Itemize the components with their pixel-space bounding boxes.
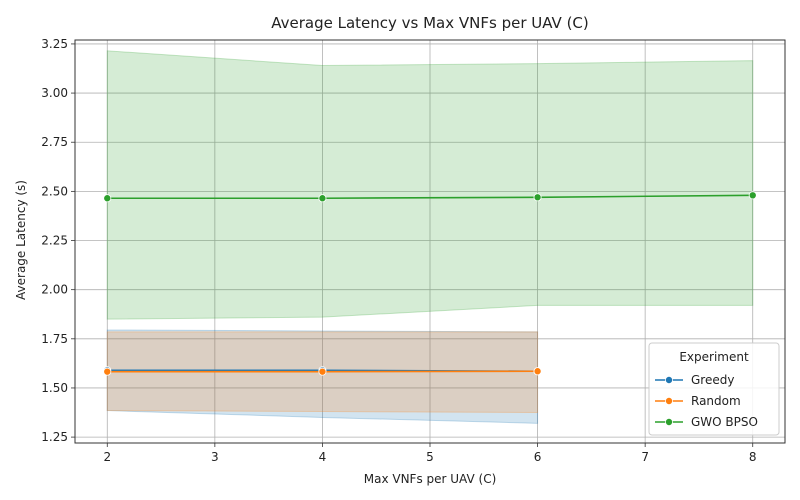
legend-box — [648, 342, 780, 436]
legend-label: Random — [691, 394, 741, 408]
greedy-confidence-band — [106, 329, 539, 424]
y-tick-label: 2.25 — [41, 234, 68, 248]
y-tick-label: 3.00 — [41, 86, 68, 100]
gwo-bpso-confidence-band — [106, 50, 754, 320]
y-tick-label: 1.75 — [41, 332, 68, 346]
legend-label: GWO BPSO — [691, 415, 758, 429]
y-tick-label: 3.25 — [41, 37, 68, 51]
x-axis-label: Max VNFs per UAV (C) — [364, 472, 497, 486]
y-tick-label: 1.25 — [41, 430, 68, 444]
legend: Experiment Greedy Random GWO BPSO — [648, 342, 780, 436]
y-axis-ticks: 1.25 1.50 1.75 2.00 2.25 2.50 2.75 3.00 3.25 — [41, 37, 75, 444]
gwo-bpso-point — [103, 194, 112, 203]
legend-item-gwo-bpso: GWO BPSO — [655, 415, 758, 429]
random-point — [533, 367, 542, 376]
y-axis-label: Average Latency (s) — [14, 180, 28, 300]
random-point — [318, 367, 327, 376]
series-points — [103, 191, 757, 376]
legend-item-random: Random — [655, 394, 741, 408]
y-tick-label: 1.50 — [41, 381, 68, 395]
gwo-bpso-line — [107, 194, 753, 200]
x-tick-label: 2 — [103, 450, 111, 464]
x-axis-ticks: 2 3 4 5 6 7 8 — [103, 443, 757, 464]
chart-title: Average Latency vs Max VNFs per UAV (C) — [271, 14, 589, 32]
x-tick-label: 8 — [749, 450, 757, 464]
legend-item-greedy: Greedy — [655, 373, 734, 387]
legend-swatch-marker — [665, 396, 674, 405]
legend-title: Experiment — [679, 350, 749, 364]
gwo-bpso-point — [748, 191, 757, 200]
y-tick-label: 2.00 — [41, 283, 68, 297]
legend-swatch-marker — [665, 375, 674, 384]
x-tick-label: 7 — [641, 450, 649, 464]
gwo-bpso-point — [533, 193, 542, 202]
legend-swatch-marker — [665, 417, 674, 426]
x-tick-label: 3 — [211, 450, 219, 464]
x-tick-label: 4 — [319, 450, 327, 464]
random-point — [103, 367, 112, 376]
y-tick-label: 2.50 — [41, 184, 68, 198]
grid — [75, 40, 785, 443]
legend-items: Greedy Random GWO BPSO — [655, 373, 758, 429]
legend-label: Greedy — [691, 373, 734, 387]
x-tick-label: 5 — [426, 450, 434, 464]
confidence-bands — [106, 50, 754, 424]
gwo-bpso-point — [318, 194, 327, 203]
y-tick-label: 2.75 — [41, 135, 68, 149]
x-tick-label: 6 — [534, 450, 542, 464]
